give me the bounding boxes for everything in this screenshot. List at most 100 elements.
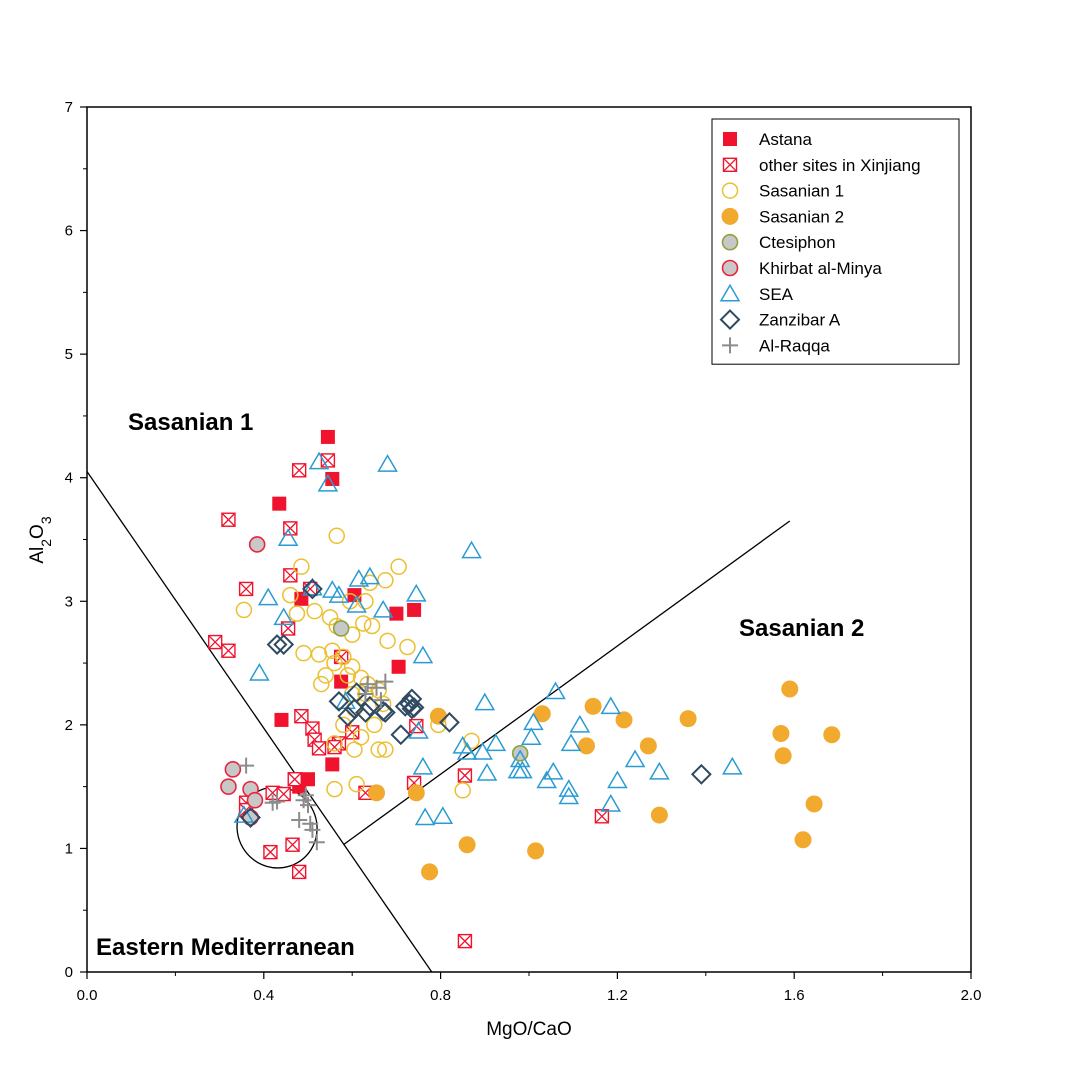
series-sasanian-1 (235, 527, 480, 799)
data-point-sasanian-2 (805, 795, 823, 813)
data-point-sea (348, 569, 370, 587)
data-point-astana (325, 471, 340, 486)
data-point-sasanian-1 (399, 638, 416, 656)
legend-marker-sasanian-2 (721, 207, 739, 225)
data-point-sea (600, 793, 622, 812)
data-point-other-sites-in-xinjiang (285, 837, 300, 852)
data-point-other-sites-in-xinjiang (311, 741, 327, 756)
legend-label-other-sites-in-xinjiang: other sites in Xinjiang (759, 156, 921, 175)
region-label-sasanian-1: Sasanian 1 (128, 409, 253, 436)
series-astana (272, 429, 422, 794)
y-tick-label: 4 (65, 470, 73, 487)
y-axis-title: Al2O3 (27, 516, 54, 563)
data-point-sasanian-1 (335, 716, 352, 734)
x-tick-label: 1.6 (784, 987, 805, 1004)
data-point-zanzibar-a (390, 724, 412, 746)
data-point-sea (545, 681, 566, 700)
data-point-sasanian-1 (288, 605, 306, 622)
data-point-sasanian-2 (527, 842, 545, 860)
legend-label-astana: Astana (759, 130, 812, 149)
data-point-sasanian-2 (794, 831, 812, 849)
data-point-sea (372, 599, 394, 618)
data-point-sasanian-1 (379, 632, 396, 650)
data-point-al-raqqa (304, 821, 321, 838)
data-point-sea (607, 770, 628, 789)
data-point-sea (317, 473, 339, 492)
data-point-khirbat-al-minya (246, 791, 264, 809)
x-tick-label: 1.2 (607, 987, 628, 1004)
data-point-sea (476, 763, 498, 781)
data-point-sea (520, 727, 542, 745)
y-tick-label: 1 (65, 840, 73, 857)
series-sea (233, 451, 743, 826)
data-point-sasanian-1 (363, 617, 381, 635)
y-tick-label: 6 (65, 223, 73, 240)
data-point-sasanian-1 (346, 741, 363, 758)
data-point-zanzibar-a (359, 695, 381, 717)
data-point-other-sites-in-xinjiang (238, 581, 254, 597)
data-point-other-sites-in-xinjiang (283, 568, 298, 583)
data-point-sasanian-2 (615, 711, 633, 729)
data-point-other-sites-in-xinjiang (291, 463, 307, 478)
data-point-sea (472, 742, 493, 760)
legend-box (711, 118, 960, 365)
data-point-sasanian-2 (639, 737, 657, 755)
data-point-zanzibar-a (403, 697, 425, 718)
data-point-zanzibar-a (690, 763, 712, 785)
data-point-sasanian-2 (533, 705, 551, 723)
y-tick-label: 3 (65, 593, 73, 610)
data-point-sasanian-1 (366, 716, 383, 734)
data-point-sea (456, 742, 478, 760)
data-point-sea (359, 566, 381, 585)
data-point-sasanian-2 (577, 737, 595, 755)
data-point-zanzibar-a (240, 807, 261, 828)
data-point-astana (389, 606, 404, 621)
data-point-sea (536, 770, 557, 789)
data-point-sasanian-1 (370, 741, 387, 758)
data-point-al-raqqa (300, 797, 316, 814)
data-point-sasanian-2 (823, 726, 841, 744)
region-label-sasanian-2: Sasanian 2 (739, 615, 864, 642)
data-point-sea (405, 583, 427, 602)
legend-marker-al-raqqa (722, 337, 738, 354)
y-tick-label: 5 (65, 346, 73, 363)
data-point-sasanian-1 (377, 572, 394, 589)
data-point-other-sites-in-xinjiang (327, 739, 342, 755)
data-point-sea (249, 662, 270, 681)
data-point-sea (722, 756, 743, 775)
data-point-other-sites-in-xinjiang (221, 512, 236, 527)
data-point-sasanian-2 (407, 784, 425, 802)
data-point-zanzibar-a (302, 578, 323, 600)
legend-label-ctesiphon: Ctesiphon (759, 233, 836, 252)
data-point-al-raqqa (357, 685, 374, 702)
boundary-line (87, 471, 433, 972)
y-tick-label: 0 (65, 964, 73, 981)
legend-label-al-raqqa: Al-Raqqa (759, 336, 830, 355)
legend-label-sasanian-2: Sasanian 2 (759, 207, 844, 226)
data-points (207, 429, 841, 949)
data-point-other-sites-in-xinjiang (207, 634, 223, 650)
data-point-sasanian-1 (355, 615, 372, 632)
data-point-other-sites-in-xinjiang (594, 809, 610, 824)
data-point-sasanian-2 (772, 725, 790, 743)
data-point-sasanian-1 (390, 558, 407, 575)
data-point-sasanian-1 (235, 601, 253, 619)
data-point-sasanian-1 (454, 782, 471, 799)
data-point-astana (334, 674, 349, 689)
data-point-sasanian-1 (306, 602, 323, 620)
data-point-sea (558, 779, 580, 797)
legend: Astana other sites in Xinjiang Sasanian 1 S… (711, 118, 960, 365)
data-point-sea (485, 733, 507, 752)
data-point-zanzibar-a (439, 711, 460, 733)
x-axis-title: MgO/CaO (486, 1019, 572, 1040)
data-point-sasanian-2 (774, 747, 792, 765)
data-point-sasanian-1 (326, 735, 343, 752)
data-point-sasanian-1 (313, 675, 330, 693)
data-point-sasanian-2 (368, 784, 386, 802)
data-point-sasanian-1 (282, 586, 299, 604)
data-point-ctesiphon (332, 620, 350, 637)
data-point-zanzibar-a (355, 702, 376, 723)
data-point-khirbat-al-minya (220, 778, 237, 795)
data-point-sasanian-2 (458, 836, 476, 854)
data-point-sasanian-1 (335, 648, 352, 666)
